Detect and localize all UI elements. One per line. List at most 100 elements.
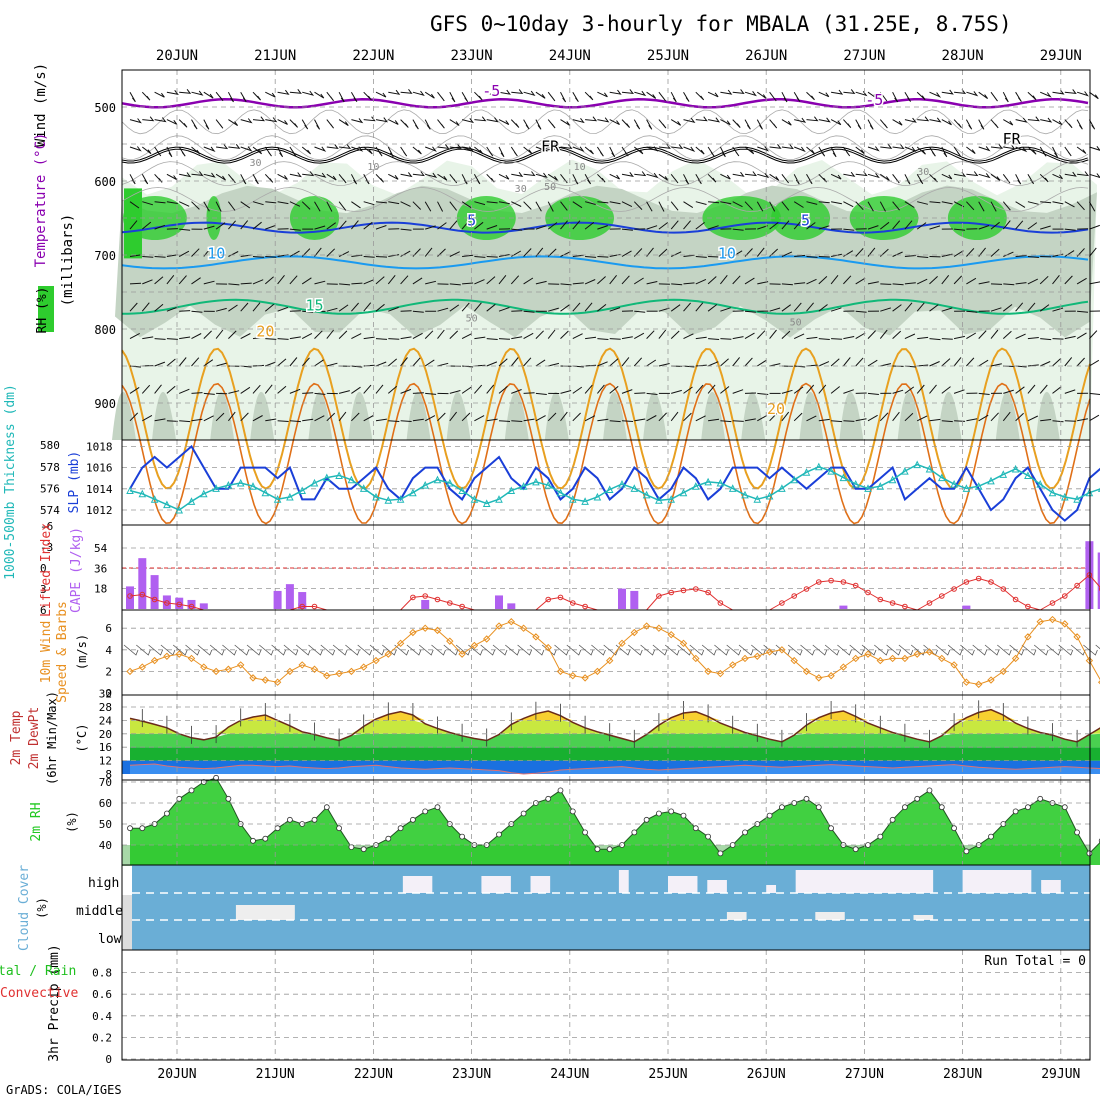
wind-barb xyxy=(1027,222,1038,230)
wind-barb xyxy=(683,201,694,209)
wind-barb xyxy=(387,385,398,394)
wind-barb xyxy=(412,357,421,367)
wind-barb xyxy=(228,283,240,286)
wind-barb xyxy=(670,201,679,211)
surface-wind-barb xyxy=(935,644,951,656)
thickness-point xyxy=(372,492,380,501)
wind-barb xyxy=(1002,220,1011,230)
rh2m-point xyxy=(779,804,785,811)
wind-barb xyxy=(966,171,979,177)
isotherm-15 xyxy=(122,298,1089,315)
wind-barb xyxy=(769,329,777,339)
wind-barb xyxy=(388,89,401,95)
wind-barb xyxy=(683,174,690,185)
wind-barb xyxy=(609,358,619,367)
wind-barb xyxy=(646,392,658,395)
wind-barb xyxy=(572,302,581,312)
wind-speed-point xyxy=(1024,633,1032,641)
wind-barb xyxy=(695,302,704,312)
wind-barb xyxy=(917,336,929,340)
wind-barb xyxy=(843,250,854,257)
cloud-high-gap xyxy=(530,876,551,893)
wind-barb xyxy=(1040,201,1052,204)
thickness-point xyxy=(1024,471,1032,479)
wind-barb xyxy=(547,201,554,212)
thickness-point xyxy=(827,467,835,475)
wind-barb xyxy=(179,89,192,94)
rh-column xyxy=(112,391,136,440)
rh2m-point xyxy=(262,835,269,842)
thickness-point xyxy=(962,484,971,492)
credit-text: GrADS: COLA/IGES xyxy=(6,1083,122,1097)
wind-barb xyxy=(1002,91,1009,103)
wind-barb xyxy=(129,254,141,257)
wind-speed-point xyxy=(421,624,429,632)
wind-barb xyxy=(486,91,497,98)
wind-barb xyxy=(978,281,990,285)
wind-barb xyxy=(1077,171,1090,177)
wind-barb xyxy=(609,146,616,158)
wind-barb xyxy=(203,172,216,178)
wind-barb xyxy=(437,119,445,129)
wind-barb xyxy=(621,201,633,208)
thickness-point xyxy=(396,495,405,503)
wind-barb xyxy=(560,91,567,103)
surface-wind-barb xyxy=(984,644,1000,656)
top-day-label: 24JUN xyxy=(549,48,591,64)
surface-wind-barb xyxy=(837,644,852,656)
wind-speed-point xyxy=(974,680,983,689)
wind-barb xyxy=(437,91,445,102)
wind-barb xyxy=(264,384,273,394)
wind-barb xyxy=(511,228,523,231)
wind-barb xyxy=(806,116,819,122)
wind-barb xyxy=(388,338,400,340)
wind-barb xyxy=(424,330,434,339)
wind-barb xyxy=(880,173,890,181)
wind-barb xyxy=(388,173,399,180)
wind-barb xyxy=(523,418,535,422)
wind-barb xyxy=(326,201,333,212)
wind-barb xyxy=(670,251,682,257)
wind-barb xyxy=(744,171,757,177)
wind-barb xyxy=(363,384,372,394)
cape-bar xyxy=(162,595,171,609)
surface-wind-barb xyxy=(382,644,397,656)
wind-barb xyxy=(449,390,461,394)
wind-barb xyxy=(191,333,202,340)
pressure-axis-label: (millibars) xyxy=(60,214,76,307)
wind-barb xyxy=(215,412,225,422)
thickness-point xyxy=(667,495,676,503)
li-point xyxy=(877,596,884,603)
wind-barb xyxy=(1064,89,1077,95)
wind-barb xyxy=(757,173,770,179)
wind-barb xyxy=(191,418,203,422)
wind-barb xyxy=(142,256,154,258)
rh2m-unit-label: (%) xyxy=(65,811,79,833)
wind-barb xyxy=(793,333,805,340)
wind-barb xyxy=(904,174,911,185)
wind-barb xyxy=(375,201,387,204)
li-point xyxy=(816,579,822,585)
wind-barb xyxy=(289,357,298,367)
thickness-point xyxy=(974,482,983,490)
temp-tick-label: 12 xyxy=(99,755,112,768)
wind-barb xyxy=(363,415,374,422)
surface-wind-barb xyxy=(640,644,655,656)
wind-barb xyxy=(1052,173,1063,180)
thickness-point xyxy=(421,481,430,489)
wind-barb xyxy=(523,119,530,130)
wind-barb xyxy=(1077,310,1089,313)
thickness-tick-label: 576 xyxy=(40,482,60,495)
wind-barb xyxy=(818,117,831,123)
precip-legend-total: tal / Rain xyxy=(0,964,76,979)
wind-barb xyxy=(830,386,841,394)
wind-barb xyxy=(634,418,646,422)
wind-barb xyxy=(326,329,334,339)
li-point xyxy=(902,603,908,610)
wind-barb xyxy=(449,283,461,286)
wind-barb xyxy=(1027,91,1037,101)
li-point xyxy=(889,600,896,606)
wind-barb xyxy=(486,338,498,340)
wind-barb xyxy=(585,116,598,122)
wind-barb xyxy=(1040,91,1052,98)
